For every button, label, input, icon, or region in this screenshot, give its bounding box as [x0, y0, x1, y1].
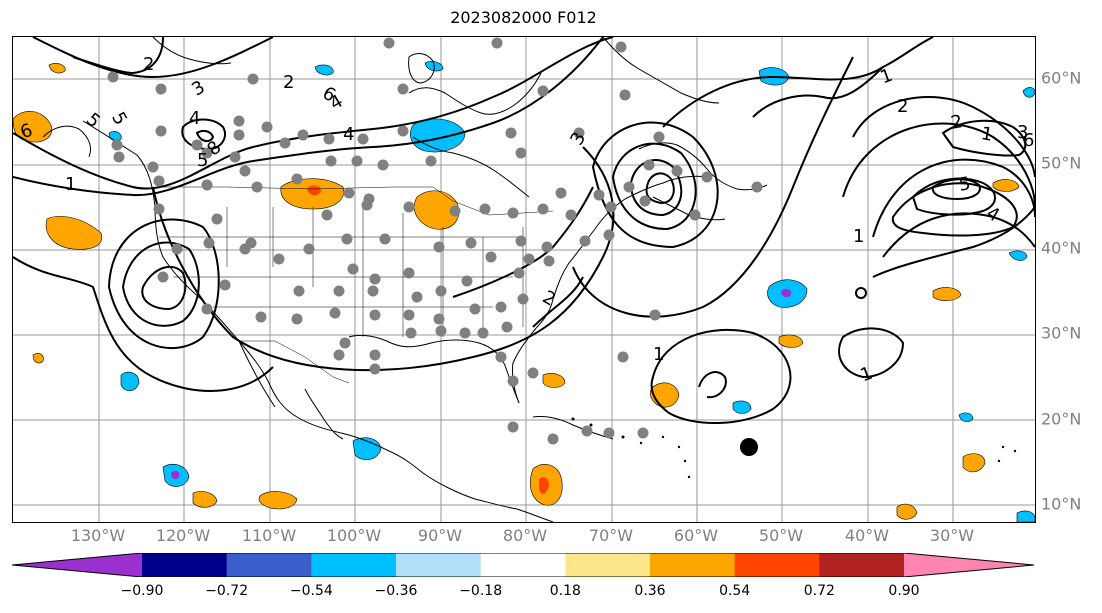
contour-label: 3	[566, 128, 591, 149]
positive-anomaly-fills	[13, 63, 1020, 520]
contour-label: 3	[188, 76, 209, 101]
colorbar-tick-label: −0.90	[120, 583, 164, 599]
longitude-label: 130°W	[70, 526, 126, 545]
contour-label: 1	[853, 226, 865, 247]
weather-map	[13, 37, 1035, 522]
contour-label: 3	[1017, 122, 1029, 143]
contour-label: 5	[107, 108, 132, 129]
contour-label: 6	[1023, 130, 1035, 151]
colorbar	[12, 553, 1035, 577]
longitude-label: 80°W	[502, 526, 548, 545]
map-title: 2023082000 F012	[450, 8, 597, 27]
contour-label: 1	[653, 344, 665, 365]
colorbar-outline	[12, 553, 1035, 577]
colorbar-segment	[734, 553, 820, 577]
colorbar-segment	[480, 553, 566, 577]
colorbar-tick-label: 0.72	[803, 583, 835, 599]
colorbar-tick-label: −0.54	[289, 583, 333, 599]
contour-label: 2	[283, 72, 295, 93]
latitude-label: 30°N	[1041, 323, 1082, 343]
contour-label: 4	[326, 90, 347, 115]
station-markers	[107, 37, 763, 445]
colorbar-tick-label: 0.90	[888, 583, 920, 599]
contour-label: 5	[957, 173, 973, 196]
contour-label: 5	[81, 108, 105, 133]
colorbar-segment	[12, 553, 142, 577]
colorbar-segment	[142, 553, 228, 577]
contour-label: 4	[189, 108, 201, 129]
contour-lines	[13, 37, 1035, 425]
latitude-label: 60°N	[1041, 68, 1082, 88]
colorbar-segment	[396, 553, 482, 577]
colorbar-segment	[819, 553, 905, 577]
contour-label: 2	[897, 96, 909, 117]
colorbar-tick-label: 0.36	[634, 583, 666, 599]
contour-label: 6	[17, 119, 36, 144]
contour-label: 1	[857, 362, 876, 387]
contour-label: 2	[949, 111, 965, 134]
colorbar-tick-label: −0.36	[374, 583, 418, 599]
contour-label: 1	[65, 174, 77, 195]
colorbar-tick-label: 0.18	[549, 583, 581, 599]
longitude-label: 40°W	[844, 526, 890, 545]
latitude-label: 20°N	[1041, 409, 1082, 429]
longitude-label: 60°W	[673, 526, 719, 545]
colorbar-segment	[311, 553, 397, 577]
graticule	[13, 37, 1035, 522]
contour-label: 4	[982, 202, 1004, 227]
colorbar-segment	[904, 553, 1034, 577]
colorbar-tick-label: −0.18	[459, 583, 503, 599]
contour-label: 1	[877, 64, 896, 89]
latitude-label: 40°N	[1041, 238, 1082, 258]
contour-label: 2	[538, 286, 560, 311]
contour-label: 4	[343, 124, 355, 145]
longitude-label: 90°W	[417, 526, 463, 545]
longitude-label: 70°W	[588, 526, 634, 545]
longitude-label: 110°W	[241, 526, 297, 545]
longitude-label: 120°W	[155, 526, 211, 545]
longitude-label: 100°W	[326, 526, 382, 545]
colorbar-tick-label: 0.54	[719, 583, 751, 599]
latitude-label: 50°N	[1041, 153, 1082, 173]
longitude-label: 50°W	[758, 526, 804, 545]
contour-label: 2	[143, 54, 155, 75]
colorbar-segment	[565, 553, 651, 577]
colorbar-tick-label: −0.72	[205, 583, 249, 599]
contour-label: 1	[979, 123, 995, 146]
colorbar-segment	[226, 553, 312, 577]
colorbar-segment	[650, 553, 736, 577]
longitude-label: 30°W	[929, 526, 975, 545]
latitude-label: 10°N	[1041, 494, 1082, 514]
contour-label: 5	[197, 150, 209, 171]
storm-center-marker	[740, 438, 758, 456]
